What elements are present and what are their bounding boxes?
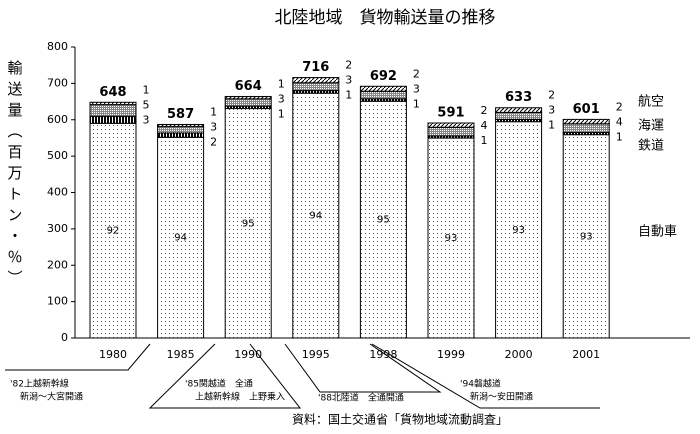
y-axis-label: 輸送量（百万トン・％） bbox=[6, 60, 24, 291]
x-tick-label: 1985 bbox=[167, 348, 195, 361]
legend-label: 航空 bbox=[638, 94, 664, 110]
bar-segment bbox=[359, 100, 407, 339]
bar-segment bbox=[157, 136, 205, 339]
bar-segment bbox=[89, 101, 137, 106]
bar-segment bbox=[292, 82, 340, 92]
total-label: 716 bbox=[302, 60, 329, 75]
share-label: 3 bbox=[413, 82, 420, 95]
share-label: 1 bbox=[548, 119, 555, 132]
bar-segment bbox=[292, 77, 340, 84]
total-label: 648 bbox=[99, 85, 126, 100]
segment-label: 93 bbox=[512, 225, 525, 236]
bar-segment bbox=[427, 126, 475, 137]
y-tick-label: 400 bbox=[47, 186, 68, 199]
y-tick-label: 700 bbox=[47, 76, 68, 89]
bar-segment bbox=[562, 118, 610, 125]
bar-segment bbox=[224, 98, 272, 107]
share-label: 2 bbox=[548, 89, 555, 102]
bar-segment bbox=[89, 104, 137, 117]
total-label: 601 bbox=[573, 102, 600, 117]
bar-segment bbox=[359, 85, 407, 92]
share-label: 3 bbox=[345, 74, 352, 87]
share-label: 1 bbox=[413, 97, 420, 110]
annotation: '82上越新幹線 bbox=[10, 378, 69, 390]
share-label: 1 bbox=[278, 107, 285, 120]
bar-segment bbox=[562, 134, 610, 339]
legend-label: 自動車 bbox=[638, 225, 677, 240]
share-label: 3 bbox=[210, 120, 217, 133]
segment-label: 95 bbox=[242, 218, 255, 229]
share-label: 2 bbox=[616, 100, 623, 113]
legend-label: 海運 bbox=[638, 119, 664, 134]
bar-segment bbox=[427, 137, 475, 339]
share-label: 2 bbox=[345, 59, 352, 72]
share-label: 1 bbox=[616, 130, 623, 143]
annotation: 新潟～大宮開通 bbox=[20, 391, 83, 403]
share-label: 1 bbox=[345, 89, 352, 102]
share-label: 4 bbox=[481, 119, 488, 132]
y-tick-label: 600 bbox=[47, 113, 68, 126]
bar-segment bbox=[359, 90, 407, 100]
bar-segment bbox=[562, 123, 610, 134]
x-tick-label: 2000 bbox=[505, 348, 533, 361]
share-label: 1 bbox=[143, 83, 150, 96]
bar-segment bbox=[89, 122, 137, 339]
bar-segment bbox=[495, 107, 543, 113]
annotation: '85関越道 全通 bbox=[185, 378, 253, 390]
annotation: '94磐越道 bbox=[460, 378, 501, 390]
total-label: 587 bbox=[167, 107, 194, 122]
total-label: 692 bbox=[370, 69, 397, 84]
annotation: '88北陸道 全通開通 bbox=[318, 392, 404, 404]
y-tick-label: 200 bbox=[47, 258, 68, 271]
bar-segment bbox=[427, 122, 475, 128]
segment-label: 93 bbox=[445, 233, 458, 244]
segment-label: 94 bbox=[309, 211, 322, 222]
annotation: 新潟～安田開通 bbox=[470, 391, 533, 403]
bar-segment bbox=[157, 132, 205, 138]
share-label: 1 bbox=[278, 77, 285, 90]
share-label: 2 bbox=[210, 135, 217, 148]
total-label: 633 bbox=[505, 90, 532, 105]
y-tick-label: 800 bbox=[47, 40, 68, 53]
x-tick-label: 1990 bbox=[234, 348, 262, 361]
x-tick-label: 1998 bbox=[369, 348, 397, 361]
bar-segment bbox=[224, 108, 272, 339]
x-tick-label: 2001 bbox=[572, 348, 600, 361]
bar-segment bbox=[157, 123, 205, 128]
bar-segment bbox=[157, 126, 205, 134]
x-tick-label: 1999 bbox=[437, 348, 465, 361]
segment-label: 92 bbox=[107, 226, 120, 237]
share-label: 1 bbox=[210, 105, 217, 118]
bar-segment bbox=[89, 115, 137, 124]
annotation-lines bbox=[5, 343, 600, 409]
share-label: 2 bbox=[481, 104, 488, 117]
share-label: 5 bbox=[143, 98, 150, 111]
segment-label: 94 bbox=[174, 233, 187, 244]
y-tick-label: 500 bbox=[47, 149, 68, 162]
y-tick-label: 300 bbox=[47, 222, 68, 235]
bar-segment bbox=[495, 121, 543, 339]
share-label: 2 bbox=[413, 67, 420, 80]
share-label: 3 bbox=[278, 92, 285, 105]
share-label: 4 bbox=[616, 115, 623, 128]
share-label: 3 bbox=[548, 104, 555, 117]
legend-label: 鉄道 bbox=[638, 139, 664, 154]
y-tick-label: 100 bbox=[47, 295, 68, 308]
annotation: 上越新幹線 上野乗入 bbox=[195, 391, 285, 403]
share-label: 1 bbox=[481, 134, 488, 147]
chart-title: 北陸地域 貨物輸送量の推移 bbox=[275, 8, 496, 28]
segment-label: 93 bbox=[580, 231, 593, 242]
total-label: 664 bbox=[235, 79, 262, 94]
x-tick-label: 1995 bbox=[302, 348, 330, 361]
source: 資料：国土交通省「貨物地域流動調査」 bbox=[292, 412, 508, 427]
x-tick-label: 1980 bbox=[99, 348, 127, 361]
share-label: 3 bbox=[143, 113, 150, 126]
bar-segment bbox=[495, 111, 543, 120]
bar-segment bbox=[224, 95, 272, 100]
y-tick-label: 0 bbox=[61, 331, 68, 344]
segment-label: 95 bbox=[377, 215, 390, 226]
total-label: 591 bbox=[437, 106, 464, 121]
